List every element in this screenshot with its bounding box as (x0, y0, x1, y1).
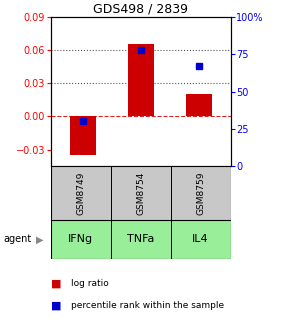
Text: GSM8749: GSM8749 (76, 171, 85, 215)
Text: log ratio: log ratio (71, 280, 109, 288)
Bar (171, 166, 231, 220)
Text: GSM8759: GSM8759 (196, 171, 205, 215)
Bar (128, 44, 154, 117)
Text: GSM8754: GSM8754 (136, 171, 145, 215)
Bar (51, 166, 111, 220)
Title: GDS498 / 2839: GDS498 / 2839 (93, 3, 188, 16)
Text: ▶: ▶ (36, 235, 44, 244)
Text: IL4: IL4 (192, 235, 209, 244)
Text: percentile rank within the sample: percentile rank within the sample (71, 301, 224, 310)
Bar (111, 220, 171, 259)
Bar (171, 220, 231, 259)
Text: ■: ■ (51, 301, 61, 311)
Bar (51, 220, 111, 259)
Text: ■: ■ (51, 279, 61, 289)
Bar (70, 117, 96, 155)
Text: IFNg: IFNg (68, 235, 93, 244)
Text: TNFa: TNFa (127, 235, 154, 244)
Bar (186, 94, 212, 117)
Bar (111, 166, 171, 220)
Text: agent: agent (3, 235, 31, 244)
